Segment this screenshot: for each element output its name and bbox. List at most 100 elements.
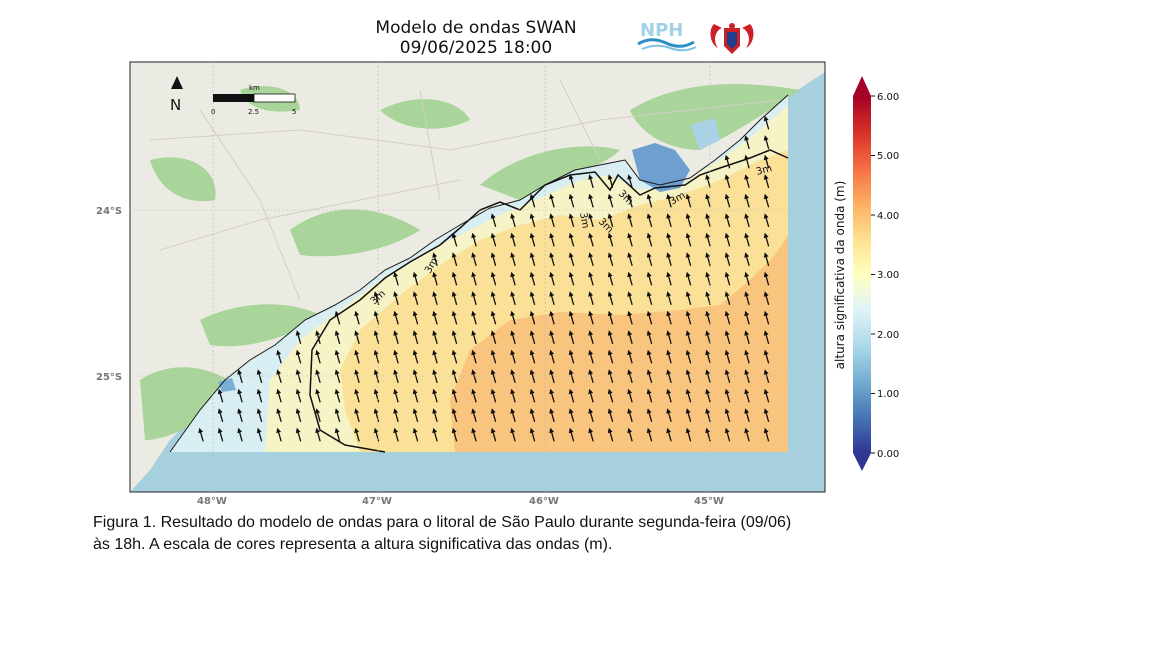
map-frame [129, 61, 826, 493]
wave-arrow-head [568, 310, 574, 317]
colorbar-gradient [853, 96, 871, 453]
wave-arrow-head [685, 388, 691, 395]
wave-arrow-head [393, 427, 399, 434]
wave-arrow-head [510, 271, 516, 278]
wave-arrow-head [607, 427, 613, 434]
wave-arrow-head [471, 388, 477, 395]
wave-arrow-head [744, 174, 750, 180]
wave-arrow-head [627, 291, 633, 297]
wave-arrow-head [315, 408, 321, 414]
wave-arrow-head [237, 388, 243, 395]
colorbar-min-extend [853, 453, 871, 471]
wave-arrow-head [510, 213, 516, 219]
wave-arrow-head [685, 232, 691, 239]
colorbar-tick-1: 1.00 [877, 389, 899, 400]
wave-arrow-head [588, 174, 594, 180]
wave-arrow-head [490, 330, 496, 336]
wave-arrow-head [451, 349, 457, 356]
wave-arrow-head [705, 232, 711, 239]
wave-arrow-head [685, 252, 691, 258]
wave-arrow-head [588, 330, 594, 336]
lon-label-48w: 48°W [197, 496, 227, 507]
colorbar-tick-0: 0.00 [877, 449, 899, 460]
wave-arrow-head [607, 174, 613, 180]
wave-arrow-head [666, 427, 672, 434]
wave-arrow-head [646, 330, 652, 336]
wave-height-field [170, 95, 788, 452]
wave-direction-arrows [198, 115, 770, 442]
wave-arrow-head [490, 271, 496, 278]
wave-arrow-head [607, 252, 613, 258]
wave-arrow-head [588, 252, 594, 258]
wave-arrow-head [471, 349, 477, 356]
wave-arrow-head [666, 271, 672, 278]
wave-arrow-head [607, 408, 613, 414]
wave-arrow-head [432, 408, 438, 414]
wave-arrow-head [607, 349, 613, 356]
wave-arrow-head [763, 271, 769, 278]
wave-arrow-head [724, 193, 730, 200]
wave-arrow-head [744, 271, 750, 278]
wave-arrow-head [412, 349, 418, 356]
wave-arrow-head [373, 388, 379, 395]
lon-label-46w: 46°W [529, 496, 559, 507]
wave-arrow-head [549, 388, 555, 395]
wave-arrow-head [315, 388, 321, 395]
wave-arrow-head [373, 310, 379, 317]
wave-arrow-head [471, 330, 477, 336]
wave-arrow-head [763, 213, 769, 219]
wave-arrow-head [471, 427, 477, 434]
wave-arrow-head [763, 310, 769, 317]
wave-arrow-head [724, 427, 730, 434]
wave-arrow-head [744, 388, 750, 395]
wave-arrow-head [724, 154, 730, 161]
wave-arrow-head [705, 330, 711, 336]
wave-arrow-head [763, 115, 769, 122]
wave-arrow-head [763, 330, 769, 336]
contour-label-7: 3m [755, 163, 773, 178]
colorbar-tick-5: 5.00 [877, 151, 899, 162]
wave-arrow-head [354, 388, 360, 395]
wave-arrow-head [237, 427, 243, 434]
wave-arrow-head [588, 193, 594, 200]
wave-arrow-head [451, 388, 457, 395]
wave-arrow-head [744, 310, 750, 317]
wave-arrow-head [646, 369, 652, 375]
wave-arrow-head [705, 388, 711, 395]
contour-3m [309, 149, 789, 453]
scale-unit: km [249, 84, 260, 92]
wave-arrow-head [276, 408, 282, 414]
wave-arrow-head [471, 408, 477, 414]
north-arrow-icon [171, 76, 183, 89]
wave-arrow-head [529, 310, 535, 317]
wave-arrow-head [549, 408, 555, 414]
lat-label-24s: 24°S [96, 206, 122, 217]
wave-arrow-head [549, 310, 555, 317]
wave-arrow-head [705, 213, 711, 219]
wave-arrow-head [471, 291, 477, 297]
wave-arrow-head [334, 330, 340, 336]
wave-arrow-head [666, 369, 672, 375]
wave-arrow-head [373, 369, 379, 375]
wave-arrow-head [646, 408, 652, 414]
wave-arrow-head [354, 310, 360, 317]
wave-arrow-head [627, 369, 633, 375]
wave-arrow-head [568, 213, 574, 219]
wave-arrow-head [529, 427, 535, 434]
wave-arrow-head [412, 408, 418, 414]
wave-arrow-head [510, 349, 516, 356]
wave-arrow-head [744, 427, 750, 434]
wave-arrow-head [588, 349, 594, 356]
wave-arrow-head [763, 154, 769, 161]
wave-arrow-head [432, 349, 438, 356]
wave-arrow-head [666, 291, 672, 297]
wave-arrow-head [666, 213, 672, 219]
wave-arrow-head [432, 252, 438, 258]
wave-arrow-head [627, 408, 633, 414]
wave-arrow-head [393, 271, 399, 278]
wave-arrow-head [666, 193, 672, 200]
wave-arrow-head [529, 349, 535, 356]
wave-arrow-head [666, 232, 672, 239]
wave-arrow-head [490, 369, 496, 375]
wave-arrow-head [646, 349, 652, 356]
